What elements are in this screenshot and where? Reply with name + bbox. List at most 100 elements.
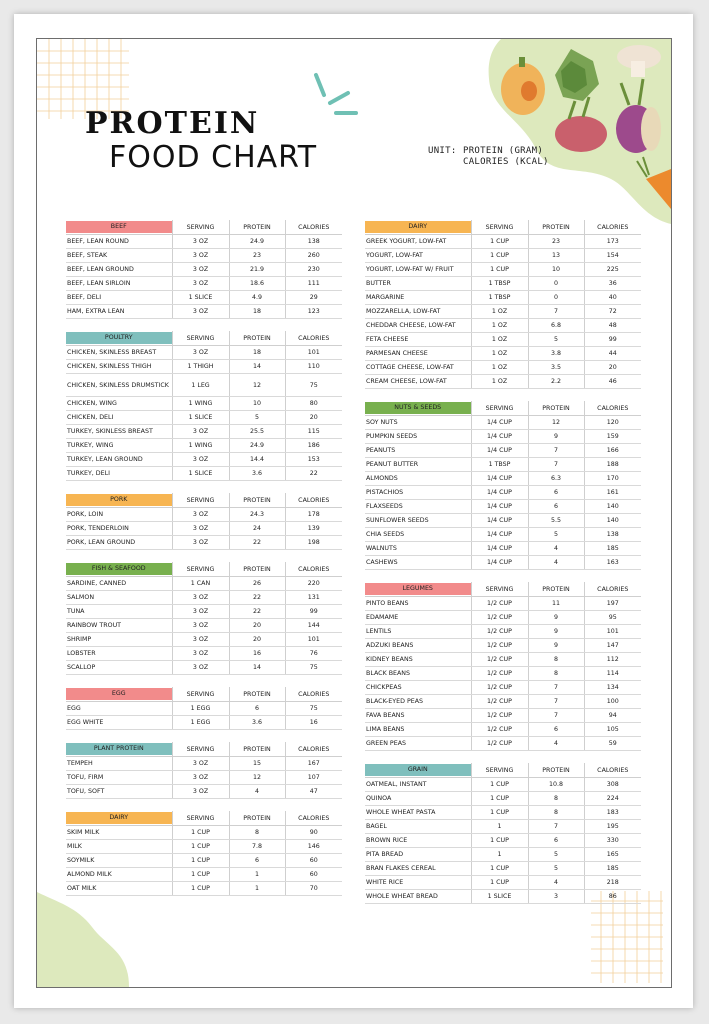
protein-value: 6 (527, 485, 584, 500)
calories-value: 22 (284, 466, 342, 481)
protein-value: 21.9 (228, 262, 285, 277)
serving-size: 1/4 CUP (470, 527, 528, 542)
serving-size: 1/2 CUP (470, 610, 528, 625)
calories-value: 72 (583, 304, 641, 319)
protein-value: 7.8 (228, 839, 285, 854)
table-row: WALNUTS 1/4 CUP 4 185 (365, 541, 641, 556)
food-table: FISH & SEAFOOD SERVING PROTEIN CALORIES SARD… (66, 562, 342, 675)
serving-size: 1 SLICE (171, 410, 229, 425)
food-name: SCALLOP (66, 660, 172, 675)
calories-value: 75 (284, 373, 342, 397)
serving-size: 1 CUP (470, 805, 528, 820)
food-name: OAT MILK (66, 881, 172, 896)
protein-value: 3.8 (527, 346, 584, 361)
food-name: MOZZARELLA, LOW-FAT (365, 304, 471, 319)
table-row: FETA CHEESE 1 OZ 5 99 (365, 332, 641, 347)
calories-value: 144 (284, 618, 342, 633)
food-name: PINTO BEANS (365, 596, 471, 611)
protein-value: 8 (527, 652, 584, 667)
calories-value: 139 (284, 521, 342, 536)
calories-value: 170 (583, 471, 641, 486)
food-table: PLANT PROTEIN SERVING PROTEIN CALORIES TEMPE… (66, 742, 342, 799)
food-name: TOFU, SOFT (66, 784, 172, 799)
table-row: CHICKEN, SKINLESS DRUMSTICK 1 LEG 12 75 (66, 373, 342, 397)
table-row: OAT MILK 1 CUP 1 70 (66, 881, 342, 896)
food-name: EDAMAME (365, 610, 471, 625)
column-header-serving: SERVING (470, 401, 528, 416)
calories-value: 138 (284, 234, 342, 249)
column-header-calories: CALORIES (284, 220, 342, 235)
protein-value: 4.9 (228, 290, 285, 305)
serving-size: 1/2 CUP (470, 638, 528, 653)
column-header-serving: SERVING (470, 763, 528, 778)
serving-size: 1/2 CUP (470, 680, 528, 695)
serving-size: 1/4 CUP (470, 541, 528, 556)
table-row: BEEF, DELI 1 SLICE 4.9 29 (66, 290, 342, 305)
table-row: SCALLOP 3 OZ 14 75 (66, 660, 342, 675)
food-name: SOYMILK (66, 853, 172, 868)
food-table: PORK SERVING PROTEIN CALORIES PORK, LOIN 3 OZ… (66, 493, 342, 550)
food-name: CHICKEN, SKINLESS THIGH (66, 359, 172, 374)
serving-size: 1/2 CUP (470, 708, 528, 723)
serving-size: 1/4 CUP (470, 471, 528, 486)
serving-size: 3 OZ (171, 248, 229, 263)
protein-value: 6 (527, 499, 584, 514)
table-row: TOFU, SOFT 3 OZ 4 47 (66, 784, 342, 799)
calories-value: 36 (583, 276, 641, 291)
protein-value: 3.5 (527, 360, 584, 375)
table-row: TURKEY, LEAN GROUND 3 OZ 14.4 153 (66, 452, 342, 467)
serving-size: 3 OZ (171, 770, 229, 785)
protein-value: 16 (228, 646, 285, 661)
vegetables-illustration (501, 45, 671, 209)
protein-value: 6.8 (527, 318, 584, 333)
serving-size: 1 CUP (470, 861, 528, 876)
table-row: CHICKEN, SKINLESS THIGH 1 THIGH 14 110 (66, 359, 342, 374)
category-header-cell: DAIRY (66, 811, 172, 826)
calories-value: 330 (583, 833, 641, 848)
food-name: MARGARINE (365, 290, 471, 305)
table-header-row: POULTRY SERVING PROTEIN CALORIES (66, 331, 342, 346)
serving-size: 1/2 CUP (470, 694, 528, 709)
category-label: EGG (66, 688, 172, 700)
food-name: KIDNEY BEANS (365, 652, 471, 667)
unit-calories: CALORIES (KCAL) (463, 157, 549, 167)
category-label: NUTS & SEEDS (365, 402, 471, 414)
serving-size: 1 (470, 847, 528, 862)
table-row: EGG 1 EGG 6 75 (66, 701, 342, 716)
food-table: POULTRY SERVING PROTEIN CALORIES CHICKEN, SK… (66, 331, 342, 481)
column-header-protein: PROTEIN (228, 493, 285, 508)
food-name: LOBSTER (66, 646, 172, 661)
food-name: PITA BREAD (365, 847, 471, 862)
table-row: SUNFLOWER SEEDS 1/4 CUP 5.5 140 (365, 513, 641, 528)
column-header-protein: PROTEIN (228, 687, 285, 702)
protein-value: 12 (228, 373, 285, 397)
calories-value: 146 (284, 839, 342, 854)
protein-value: 18 (228, 345, 285, 360)
column-header-calories: CALORIES (284, 331, 342, 346)
table-row: EGG WHITE 1 EGG 3.6 16 (66, 715, 342, 730)
calories-value: 101 (284, 632, 342, 647)
serving-size: 1 OZ (470, 318, 528, 333)
calories-value: 86 (583, 889, 641, 904)
protein-value: 8 (228, 825, 285, 840)
food-name: ALMOND MILK (66, 867, 172, 882)
calories-value: 90 (284, 825, 342, 840)
calories-value: 48 (583, 318, 641, 333)
serving-size: 3 OZ (171, 234, 229, 249)
food-table: BEEF SERVING PROTEIN CALORIES BEEF, LEAN ROU… (66, 220, 342, 319)
table-row: BROWN RICE 1 CUP 6 330 (365, 833, 641, 848)
column-header-serving: SERVING (171, 742, 229, 757)
protein-value: 24.3 (228, 507, 285, 522)
category-label: PLANT PROTEIN (66, 743, 172, 755)
table-row: MARGARINE 1 TBSP 0 40 (365, 290, 641, 305)
table-row: BEEF, STEAK 3 OZ 23 260 (66, 248, 342, 263)
calories-value: 46 (583, 374, 641, 389)
protein-value: 9 (527, 624, 584, 639)
protein-value: 1 (228, 881, 285, 896)
food-name: SALMON (66, 590, 172, 605)
food-name: TURKEY, DELI (66, 466, 172, 481)
table-row: LOBSTER 3 OZ 16 76 (66, 646, 342, 661)
category-label: BEEF (66, 221, 172, 233)
column-header-protein: PROTEIN (228, 811, 285, 826)
food-name: ADZUKI BEANS (365, 638, 471, 653)
